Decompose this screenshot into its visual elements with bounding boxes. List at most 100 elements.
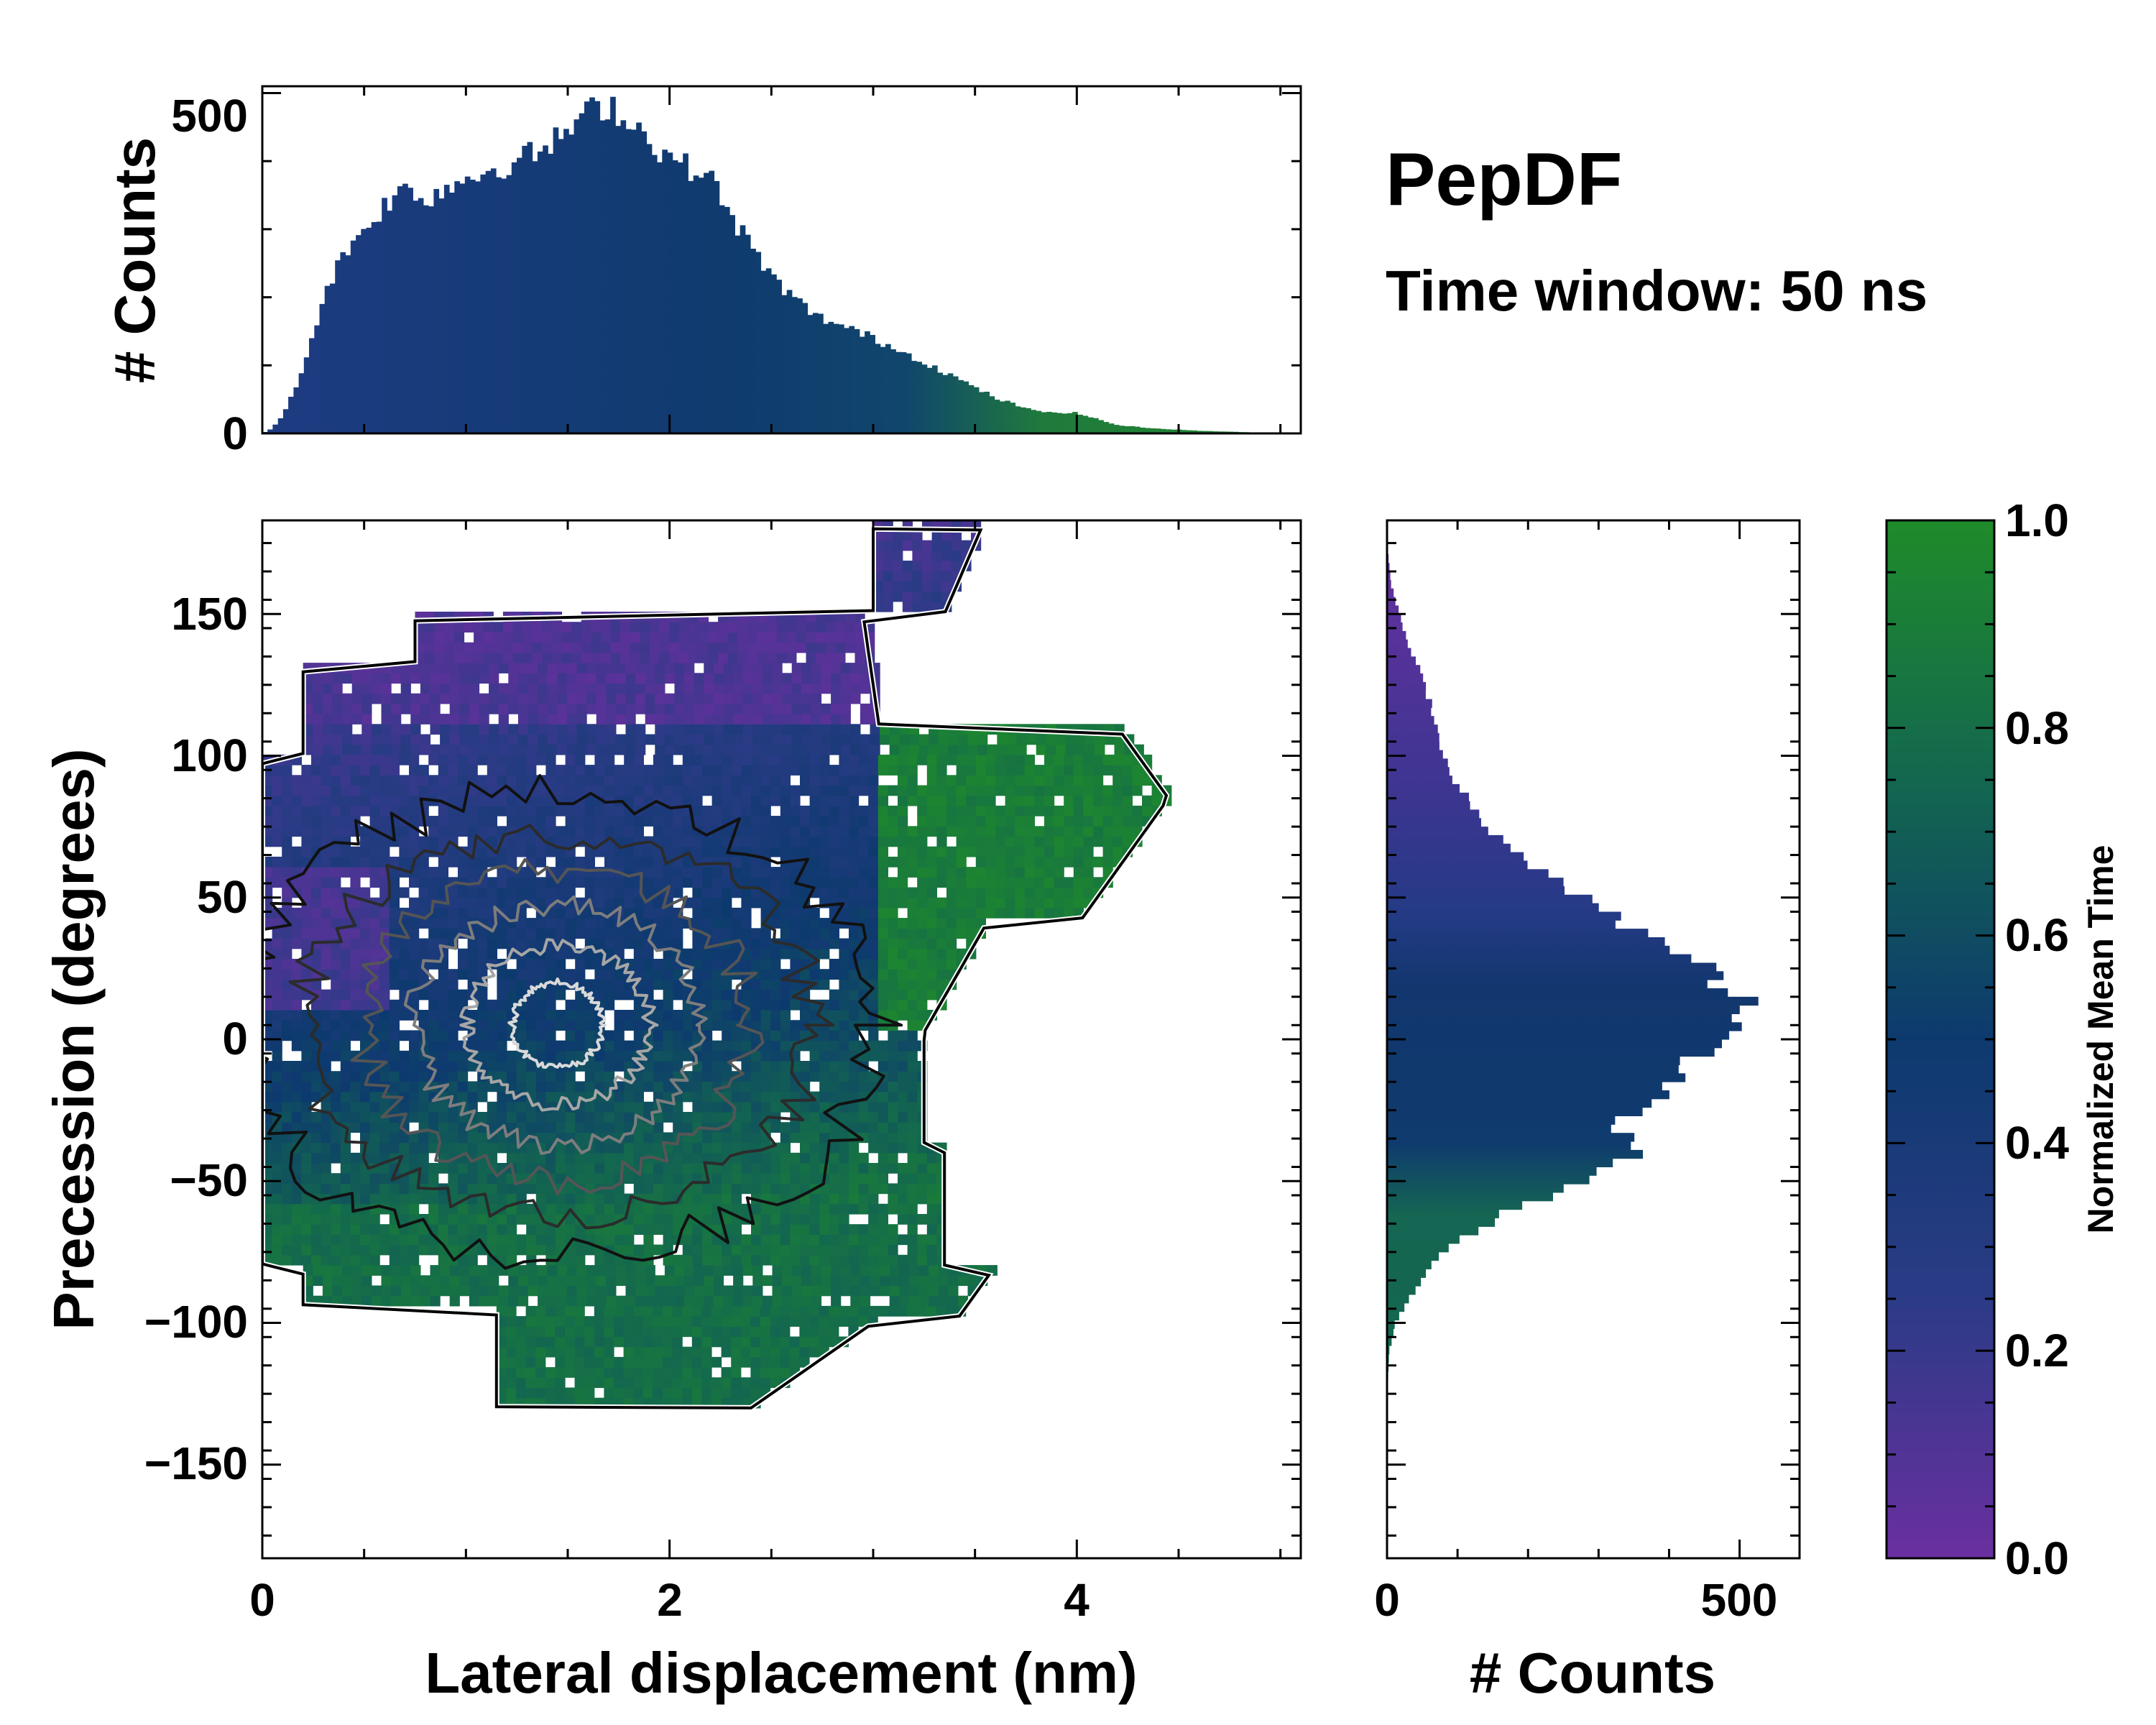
heatmap-cell xyxy=(711,1112,722,1123)
heatmap-cell xyxy=(731,1163,742,1174)
heatmap-cell xyxy=(800,1163,811,1174)
heatmap-cell xyxy=(507,1183,517,1195)
heatmap-cell xyxy=(819,826,830,837)
heatmap-cell xyxy=(673,928,683,939)
heatmap-cell xyxy=(633,775,644,786)
heatmap-cell xyxy=(653,856,664,868)
heatmap-cell xyxy=(664,693,676,704)
heatmap-cell xyxy=(888,999,898,1011)
heatmap-cell xyxy=(487,1152,497,1164)
heatmap-cell xyxy=(907,785,918,796)
heatmap-cell xyxy=(340,989,351,1000)
heatmap-cell xyxy=(868,1224,879,1235)
heatmap-cell xyxy=(868,938,879,949)
heatmap-cell xyxy=(477,1081,488,1092)
heatmap-cell xyxy=(633,959,644,970)
heatmap-cell xyxy=(907,1152,918,1164)
heatmap-cell xyxy=(741,1152,752,1164)
heatmap-cell xyxy=(858,887,869,898)
heatmap-cell xyxy=(516,1030,527,1041)
heatmap-cell xyxy=(623,1346,634,1358)
heatmap-cell xyxy=(819,979,830,990)
heatmap-cell xyxy=(840,744,851,755)
heatmap-cell xyxy=(507,816,517,827)
heatmap-cell xyxy=(291,938,302,949)
heatmap-cell xyxy=(604,1030,615,1041)
heatmap-cell xyxy=(440,663,451,673)
heatmap-cell xyxy=(975,816,986,827)
heatmap-cell xyxy=(556,826,566,837)
heatmap-cell xyxy=(1064,826,1074,837)
heatmap-cell xyxy=(1083,765,1094,776)
heatmap-cell xyxy=(888,938,898,949)
heatmap-cell xyxy=(301,1050,312,1062)
heatmap-cell xyxy=(877,1244,888,1256)
heatmap-cell xyxy=(907,928,918,939)
heatmap-cell xyxy=(742,714,753,724)
heatmap-cell xyxy=(888,836,898,847)
heatmap-cell xyxy=(594,887,605,898)
heatmap-cell xyxy=(526,1183,537,1195)
heatmap-cell xyxy=(614,1224,625,1235)
heatmap-cell xyxy=(389,959,400,970)
heatmap-cell xyxy=(839,1173,849,1184)
heatmap-cell xyxy=(839,1163,849,1174)
heatmap-cell xyxy=(898,1254,908,1266)
heatmap-cell xyxy=(898,1183,908,1195)
heatmap-cell xyxy=(926,785,937,796)
heatmap-cell xyxy=(985,907,996,919)
heatmap-cell xyxy=(877,754,888,765)
heatmap-cell xyxy=(762,744,773,755)
heatmap-cell xyxy=(1044,785,1055,796)
heatmap-cell xyxy=(565,1112,576,1123)
heatmap-cell xyxy=(936,846,947,857)
heatmap-cell xyxy=(379,1142,390,1154)
heatmap-cell xyxy=(498,1285,509,1297)
heatmap-cell xyxy=(575,1122,586,1133)
heatmap-cell xyxy=(565,1214,576,1225)
heatmap-cell xyxy=(752,703,763,714)
heatmap-cell xyxy=(301,1224,312,1235)
heatmap-cell xyxy=(673,877,683,888)
heatmap-cell xyxy=(917,856,928,868)
heatmap-cell xyxy=(614,775,625,786)
heatmap-cell xyxy=(704,1265,714,1276)
heatmap-cell xyxy=(829,877,839,888)
heatmap-cell xyxy=(556,1020,566,1031)
heatmap-cell xyxy=(409,948,420,960)
heatmap-cell xyxy=(877,1183,888,1195)
heatmap-cell xyxy=(780,1101,791,1113)
heatmap-cell xyxy=(898,754,908,765)
heatmap-cell xyxy=(663,785,673,796)
heatmap-cell xyxy=(331,816,341,827)
heatmap-cell xyxy=(584,856,595,868)
heatmap-cell xyxy=(684,693,695,704)
heatmap-cell xyxy=(780,1234,791,1246)
heatmap-cell xyxy=(545,1336,556,1348)
heatmap-cell xyxy=(839,867,849,878)
heatmap-cell xyxy=(624,1122,635,1133)
heatmap-cell xyxy=(301,1244,312,1256)
heatmap-cell xyxy=(760,1030,771,1041)
heatmap-cell xyxy=(369,948,380,960)
heatmap-cell xyxy=(936,816,947,827)
heatmap-cell xyxy=(389,1183,400,1195)
heatmap-cell xyxy=(516,785,527,796)
heatmap-cell xyxy=(557,703,568,714)
heatmap-cell xyxy=(1044,826,1055,837)
heatmap-cell xyxy=(653,765,664,776)
heatmap-cell xyxy=(821,734,831,745)
heatmap-cell xyxy=(301,1203,312,1215)
heatmap-cell xyxy=(566,734,578,745)
heatmap-cell xyxy=(653,816,664,827)
heatmap-cell xyxy=(888,856,898,868)
heatmap-cell xyxy=(272,938,282,949)
heatmap-cell xyxy=(351,683,362,694)
heatmap-cell xyxy=(721,1305,732,1317)
heatmap-cell xyxy=(584,775,595,786)
heatmap-cell xyxy=(888,1030,898,1041)
top-histogram-bar xyxy=(1140,427,1146,433)
heatmap-cell xyxy=(604,938,615,949)
heatmap-cell xyxy=(888,1050,898,1062)
heatmap-cell xyxy=(497,795,507,806)
